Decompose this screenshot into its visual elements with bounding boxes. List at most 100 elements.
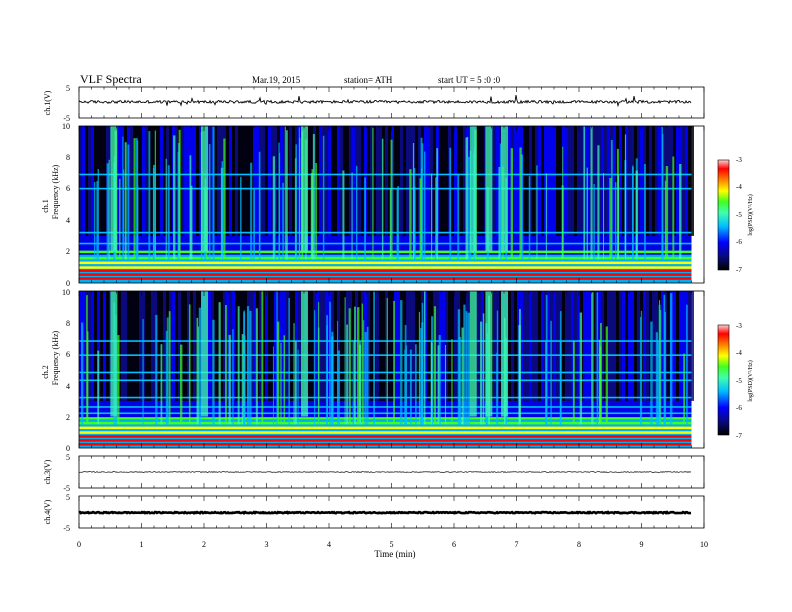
spectrogram-column	[442, 291, 445, 401]
spectrogram-burst	[418, 311, 421, 425]
spectrogram-column	[571, 291, 574, 401]
spectrogram-column	[325, 126, 328, 236]
spectrogram-burst	[272, 346, 274, 425]
spectrogram-burst	[457, 173, 460, 260]
spectrogram-column	[145, 126, 148, 236]
spectrogram-column	[652, 126, 655, 236]
spectrogram-column	[244, 126, 247, 236]
spectrogram-column	[604, 126, 607, 236]
spectrogram-column	[100, 291, 103, 401]
spectrogram-burst	[160, 344, 163, 425]
spectrogram-column	[271, 126, 274, 236]
spectrogram-column	[688, 291, 691, 401]
spectrogram-column	[160, 126, 163, 236]
spectrogram-column	[382, 291, 385, 401]
spectrogram-burst	[312, 134, 315, 260]
spectrogram-column	[637, 291, 640, 401]
spectrogram-column	[562, 126, 565, 236]
spectrogram-column	[442, 126, 445, 236]
spectrogram-burst	[550, 320, 552, 425]
spectrogram-column	[181, 126, 184, 236]
spectrogram-burst	[240, 176, 242, 260]
spectrogram-column	[556, 126, 559, 236]
spectrogram-band	[79, 371, 692, 374]
spectrogram-column	[613, 291, 616, 401]
spectrogram-burst	[93, 181, 96, 260]
spectrogram-burst	[178, 129, 181, 260]
ch2-ytick-2: 2	[66, 413, 70, 422]
spectrogram-column	[682, 126, 685, 236]
spectrogram-burst	[173, 135, 176, 260]
spectrogram-column	[103, 126, 106, 236]
spectrogram-burst	[510, 148, 513, 260]
spectrogram-burst	[228, 334, 231, 425]
spectrogram-column	[691, 126, 694, 236]
panel-ch4-voltage: 5 -5 ch.4(V)	[43, 493, 705, 533]
spectrogram-burst	[274, 174, 276, 260]
ch2-freq-ticks: 10 8 6 4 2 0	[62, 288, 70, 453]
spectrogram-burst	[148, 131, 151, 260]
spectrogram-burst	[465, 137, 468, 260]
x-ticks-spec2	[78, 291, 705, 448]
spectrogram-band	[79, 173, 692, 176]
spectrogram-column	[328, 126, 331, 236]
colorbar-ch2-gradient	[717, 324, 730, 436]
spectrogram-burst	[397, 186, 400, 260]
spectrogram-burst	[614, 182, 617, 260]
spectrogram-column	[94, 126, 97, 236]
spectrogram-column	[448, 291, 451, 401]
ch1-ytick-8: 8	[66, 153, 70, 162]
spectrogram-column	[529, 291, 532, 401]
spectrogram-column	[541, 126, 544, 236]
spectrogram-burst	[468, 156, 470, 260]
spectrogram-column	[316, 126, 319, 236]
spectrogram-burst	[315, 163, 317, 260]
spectrogram-burst	[431, 173, 433, 260]
time-tick-label: 5	[390, 540, 394, 549]
spectrogram-column	[625, 291, 628, 401]
spectrogram-column	[367, 126, 370, 236]
spectrogram-burst	[449, 147, 452, 260]
spectrogram-intense-burst	[110, 291, 118, 417]
spectrogram-column	[595, 126, 598, 236]
spectrogram-burst	[337, 350, 340, 425]
spectrogram-burst	[605, 326, 608, 425]
spectrogram-column	[130, 126, 133, 236]
spectrogram-burst	[421, 352, 423, 425]
spectrogram-burst	[212, 126, 215, 260]
spectrogram-column	[214, 126, 217, 236]
spectrogram-burst	[318, 302, 320, 425]
spectrogram-burst	[179, 344, 183, 425]
spectrogram-column	[406, 291, 409, 401]
spectrogram-column	[568, 291, 571, 401]
spectrogram-column	[493, 126, 496, 236]
spectrogram-band	[79, 443, 692, 446]
spectrogram-column	[184, 126, 187, 236]
spectrogram-burst	[165, 158, 167, 260]
spectrogram-column	[262, 291, 265, 401]
spectrogram-column	[199, 126, 202, 236]
spectrogram-burst	[572, 340, 575, 425]
spectrogram-intense-burst	[201, 126, 208, 252]
spectrogram-burst	[559, 311, 562, 425]
spectrogram-column	[538, 126, 541, 236]
spectrogram-burst	[135, 138, 138, 260]
time-tick-label: 4	[327, 540, 331, 549]
spectrogram-column	[253, 126, 256, 236]
spectrogram-column	[643, 291, 646, 401]
spectrogram-burst	[415, 344, 417, 425]
spectrogram-column	[637, 126, 640, 236]
spectrogram-column	[589, 291, 592, 401]
spectrogram-burst	[167, 165, 170, 260]
spectrogram-column	[478, 291, 481, 401]
spectrogram-column	[343, 291, 346, 401]
spectrogram-column	[298, 291, 301, 401]
ch1-voltage-trace	[78, 95, 692, 108]
spectrogram-intense-burst	[201, 291, 208, 417]
ch3-voltage-trace	[78, 471, 692, 473]
spectrogram-column	[580, 126, 583, 236]
spectrogram-band	[79, 250, 692, 254]
spectrogram-column	[334, 126, 337, 236]
spectrogram-band	[79, 261, 692, 265]
spectrogram-column	[547, 291, 550, 401]
